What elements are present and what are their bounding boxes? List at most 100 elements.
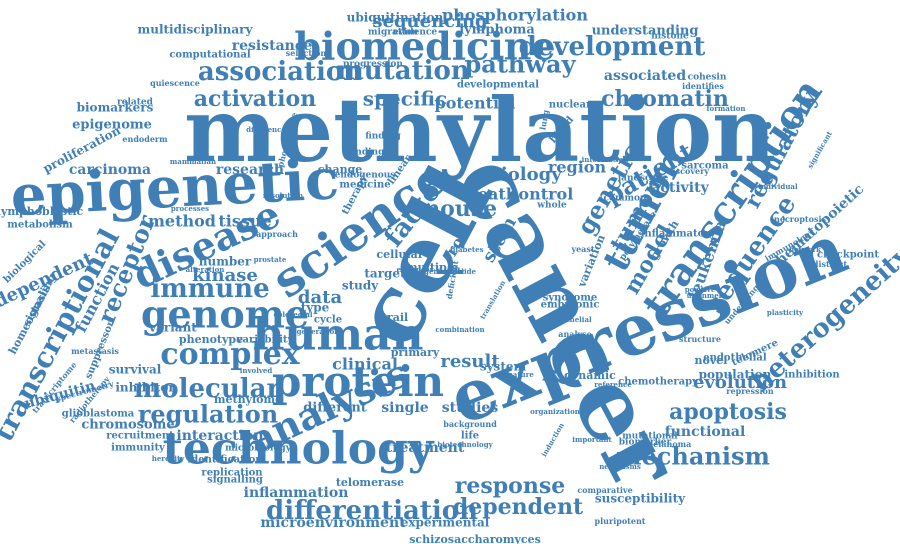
word-biology: biology	[488, 164, 562, 185]
word-whole: whole	[536, 201, 567, 211]
word-finding: finding	[365, 132, 401, 142]
word-study: study	[342, 279, 379, 293]
word-resistance: resistance	[232, 38, 313, 54]
word-metastasis: metastasis	[71, 346, 119, 356]
word-region: region	[548, 158, 607, 177]
word-diabetes: diabetes	[450, 245, 483, 254]
word-inhibition: inhibition	[784, 370, 840, 381]
word-network: network	[789, 245, 821, 254]
word-genome: genome	[141, 292, 309, 337]
word-quiescence: quiescence	[150, 78, 200, 88]
word-epithelial: epithelial	[554, 315, 592, 324]
word-methylome: methylome	[214, 393, 282, 406]
word-different: different	[303, 401, 367, 416]
word-mutational: mutational	[622, 432, 678, 442]
word-microbiology: microbiology	[225, 444, 292, 454]
word-endogenous: endogenous	[335, 171, 396, 181]
word-human: human	[252, 310, 423, 361]
word-combination: combination	[435, 325, 484, 334]
word-activation: activation	[194, 86, 316, 112]
word-immune: immune	[150, 274, 269, 304]
word-molecular: molecular	[134, 374, 281, 404]
word-dependent: dependent	[453, 494, 584, 520]
word-dynamic: dynamic	[564, 369, 616, 382]
word-genome-wide: genome-wide	[424, 267, 476, 276]
word-mutation: mutation	[336, 56, 469, 86]
word-nuclear: nuclear	[549, 100, 592, 111]
word-structure: structure	[679, 334, 721, 344]
word-innate: innate	[437, 267, 463, 276]
word-biomarkers: biomarkers	[77, 101, 154, 115]
word-normal: normal	[436, 267, 464, 276]
word-chromosome: chromosome	[81, 418, 174, 433]
word-reference: reference	[594, 380, 632, 389]
word-cohesin: cohesin	[688, 73, 727, 83]
word-tissue: tissue	[218, 212, 271, 231]
word-inflammatory: inflammatory	[641, 229, 717, 240]
word-sample: sample	[436, 267, 464, 276]
word-approach: approach	[256, 229, 298, 239]
word-binding: binding	[346, 148, 386, 158]
word-alteration: alteration	[186, 265, 225, 274]
word-regulation: regulation	[138, 400, 278, 429]
word-colorectal: colorectal	[273, 310, 312, 319]
word-distinct: distinct	[813, 259, 848, 269]
word-microenvironment: microenvironment	[260, 515, 406, 531]
word-mammalian: mammalian	[170, 157, 216, 166]
word-processes: processes	[171, 204, 209, 213]
word-organization: organization	[530, 407, 580, 416]
word-checkpoint: checkpoint	[817, 250, 879, 261]
word-recruitment: recruitment	[106, 431, 174, 442]
word-difference: difference	[246, 125, 286, 134]
word-specific: specific	[363, 87, 447, 111]
word-susceptibility: susceptibility	[595, 492, 686, 506]
word-replication: replication	[201, 468, 263, 479]
word-computational: computational	[169, 50, 251, 61]
word-interaction: interaction	[176, 428, 263, 444]
word-survival: survival	[109, 363, 162, 377]
word-telomerase: telomerase	[336, 476, 404, 489]
word-protein: protein	[272, 357, 444, 406]
word-chromatin: chromatin	[601, 86, 729, 112]
word-glioblastoma: glioblastoma	[62, 409, 135, 420]
word-death: death	[467, 185, 518, 204]
word-method: method	[148, 212, 216, 231]
word-functional: functional	[665, 424, 746, 440]
word-medicine: medicine	[339, 180, 390, 191]
word-background: background	[443, 419, 497, 429]
word-biomedicine: biomedicine	[294, 24, 555, 69]
word-phosphorylation: phosphorylation	[442, 6, 588, 25]
word-chemotherapy: chemotherapy	[618, 377, 699, 388]
word-discovery: discovery	[667, 166, 709, 176]
word-pathway: pathway	[464, 50, 576, 79]
word-endothelial: endothelial	[703, 353, 767, 364]
word-potential: potential	[435, 94, 516, 113]
word-number: number	[199, 255, 252, 269]
word-resolution: resolution	[263, 191, 303, 200]
word-individual: individual	[758, 182, 798, 191]
word-syndrome: syndrome	[543, 293, 598, 304]
word-clinical: clinical	[332, 355, 398, 374]
word-schizosaccharomyces: schizosaccharomyces	[409, 533, 541, 544]
word-associated: associated	[604, 68, 686, 84]
word-induction: induction	[539, 421, 566, 458]
word-heredity: heredity	[152, 454, 185, 463]
word-migration: migration	[368, 28, 418, 38]
word-ubiquitination: ubiquitination	[347, 11, 444, 25]
word-type: type	[301, 301, 330, 315]
word-experimental: experimental	[401, 516, 490, 530]
word-yeast: yeast	[570, 244, 594, 254]
word-methylation: methylation	[184, 78, 776, 182]
word-sequencing: sequencing	[372, 11, 488, 32]
word-level: level	[440, 266, 461, 276]
word-prostate: prostate	[254, 255, 287, 264]
word-melanoma: melanoma	[645, 439, 692, 449]
word-lymphoma: lymphoma	[459, 23, 535, 38]
word-cellular: cellular	[376, 248, 423, 261]
word-research: research	[216, 162, 284, 178]
word-lung: lung	[537, 109, 550, 131]
word-multidisciplinary: multidisciplinary	[138, 23, 254, 37]
word-positive: positive	[685, 285, 716, 294]
